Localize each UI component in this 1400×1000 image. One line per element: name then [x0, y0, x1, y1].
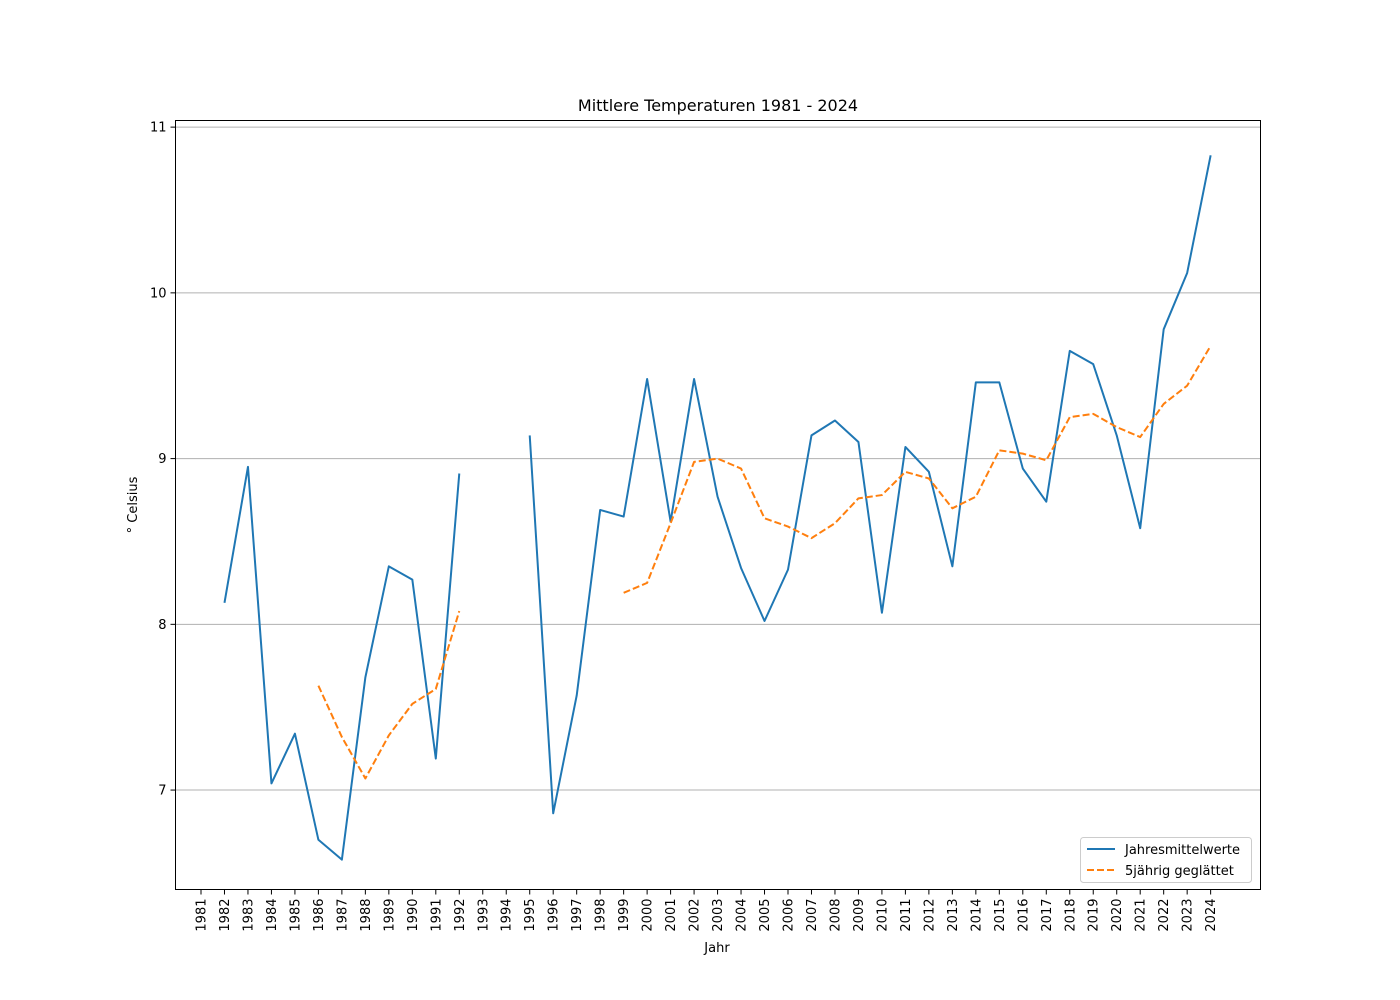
series-line-fuenfjaehrig-geglaettet — [317, 610, 461, 780]
x-tick-label: 1982 — [218, 899, 233, 932]
x-tick-label: 2022 — [1157, 899, 1172, 932]
x-tick-label: 2021 — [1134, 899, 1149, 932]
legend-box — [1080, 837, 1252, 883]
x-tick-label: 2023 — [1181, 899, 1196, 932]
legend-label-jahresmittelwerte: Jahresmittelwerte — [1124, 843, 1240, 858]
x-tick-label: 2011 — [899, 899, 914, 932]
y-tick-label: 10 — [150, 286, 167, 301]
x-tick-label: 1984 — [265, 899, 280, 932]
x-tick-label: 1988 — [359, 899, 374, 932]
x-tick-label: 2004 — [735, 899, 750, 932]
y-tick-label: 8 — [158, 618, 166, 633]
x-tick-label: 2001 — [664, 899, 679, 932]
x-tick-label: 1992 — [453, 899, 468, 932]
x-tick-label: 2014 — [969, 899, 984, 932]
x-tick-label: 1986 — [312, 899, 327, 932]
y-tick-label: 11 — [150, 121, 167, 136]
x-tick-label: 1990 — [406, 899, 421, 932]
x-tick-label: 2007 — [805, 899, 820, 932]
y-axis-ticks: 7 8 9 10 11 — [150, 121, 176, 799]
x-tick-label: 1987 — [335, 899, 350, 932]
legend: Jahresmittelwerte 5jährig geglättet — [1080, 837, 1252, 883]
y-tick-label: 7 — [158, 784, 166, 799]
series-line-jahresmittelwerte — [223, 465, 461, 861]
x-tick-label: 2017 — [1040, 899, 1055, 932]
x-tick-label: 1983 — [241, 899, 256, 932]
x-tick-label: 1985 — [288, 899, 303, 932]
x-tick-label: 2012 — [922, 899, 937, 932]
x-tick-label: 1997 — [570, 899, 585, 932]
x-tick-label: 1995 — [523, 899, 538, 932]
x-tick-label: 1994 — [500, 899, 515, 932]
x-tick-label: 1981 — [195, 899, 210, 932]
x-tick-label: 2010 — [875, 899, 890, 932]
x-axis-label: Jahr — [703, 941, 730, 956]
x-tick-label: 2018 — [1063, 899, 1078, 932]
series-line-jahresmittelwerte — [528, 155, 1212, 815]
y-tick-label: 9 — [158, 452, 166, 467]
x-tick-label: 2006 — [782, 899, 797, 932]
x-tick-label: 2002 — [688, 899, 703, 932]
series-line-fuenfjaehrig-geglaettet — [623, 345, 1212, 594]
x-tick-label: 2009 — [852, 899, 867, 932]
gridlines — [175, 126, 1261, 791]
x-tick-label: 2000 — [641, 899, 656, 932]
y-axis-label: ° Celsius — [126, 476, 141, 533]
x-tick-label: 1993 — [476, 899, 491, 932]
x-tick-label: 1991 — [429, 899, 444, 932]
x-tick-label: 2016 — [1016, 899, 1031, 932]
x-tick-label: 1998 — [594, 899, 609, 932]
series-lines — [223, 155, 1212, 861]
x-tick-label: 2003 — [711, 899, 726, 932]
legend-label-5jaehrig-geglaettet: 5jährig geglättet — [1125, 864, 1234, 879]
x-tick-label: 2005 — [758, 899, 773, 932]
x-tick-label: 2013 — [946, 899, 961, 932]
chart-title: Mittlere Temperaturen 1981 - 2024 — [578, 96, 858, 115]
x-tick-label: 2020 — [1110, 899, 1125, 932]
x-tick-label: 2015 — [993, 899, 1008, 932]
x-axis-ticks: 1981 1982 1983 1984 1985 1986 1987 1988 1989 1990… — [195, 889, 1219, 932]
x-tick-label: 1996 — [547, 899, 562, 932]
x-tick-label: 2008 — [828, 899, 843, 932]
x-tick-label: 1989 — [382, 899, 397, 932]
x-tick-label: 2024 — [1204, 899, 1219, 932]
x-tick-label: 2019 — [1087, 899, 1102, 932]
x-tick-label: 1999 — [617, 899, 632, 932]
